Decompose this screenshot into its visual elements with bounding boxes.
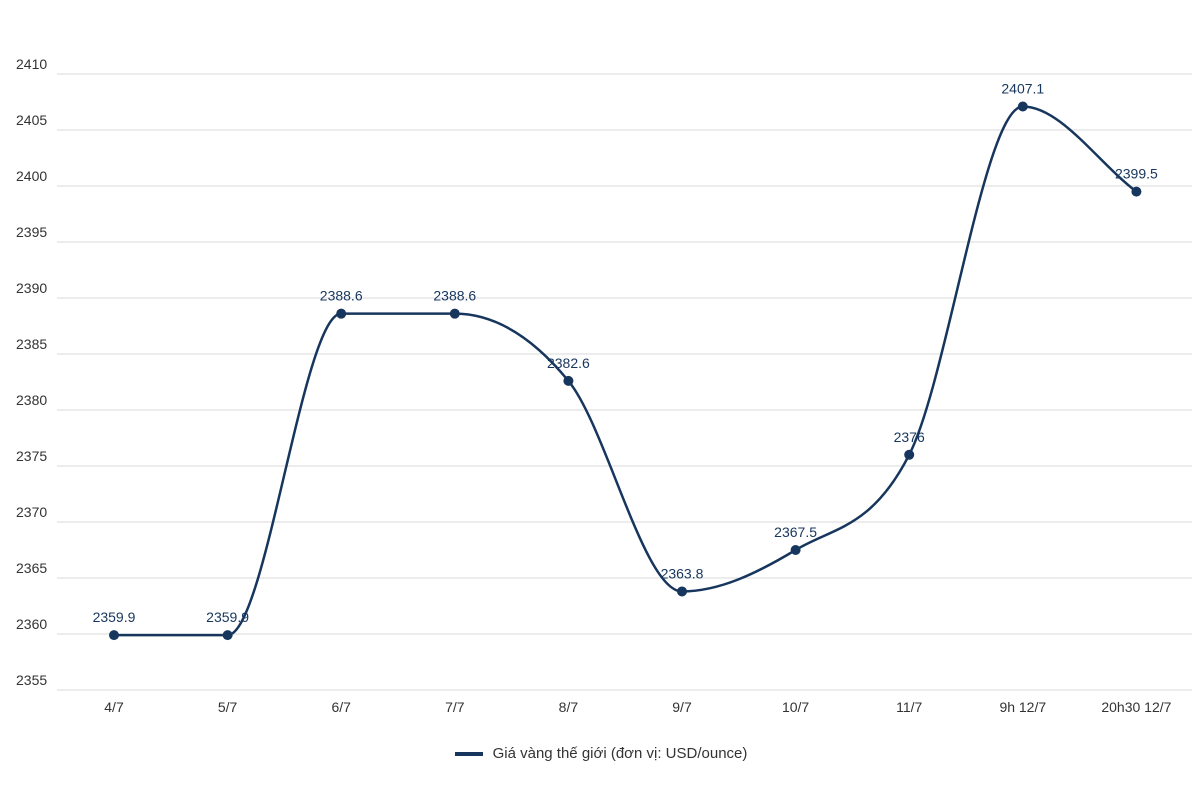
- series-line: [112, 105, 1138, 637]
- y-tick-label: 2365: [16, 560, 47, 576]
- x-tick-label: 4/7: [104, 699, 124, 715]
- data-points: [109, 101, 1142, 641]
- x-tick-label: 7/7: [445, 699, 465, 715]
- data-label: 2382.6: [547, 355, 590, 371]
- data-label: 2407.1: [1001, 80, 1044, 96]
- x-axis-ticks: 4/7 5/7 6/7 7/7 8/7 9/7 10/7 11/7 9h 12/7 20h30 1…: [104, 699, 1171, 715]
- x-tick-label: 9h 12/7: [999, 699, 1046, 715]
- data-labels: 2359.9 2359.9 2388.6 2388.6 2382.6 2363.8 2367…: [93, 80, 1158, 625]
- series-lines: [112, 105, 1138, 637]
- y-tick-label: 2400: [16, 168, 47, 184]
- data-label: 2359.9: [206, 609, 249, 625]
- line-chart: 2355 2360 2365 2370 2375 2380 2385 2390 2395 2400…: [16, 56, 1192, 715]
- x-tick-label: 9/7: [672, 699, 692, 715]
- data-point: [1131, 186, 1142, 197]
- x-tick-label: 10/7: [782, 699, 809, 715]
- y-axis-ticks: 2355 2360 2365 2370 2375 2380 2385 2390 2395 2400…: [16, 56, 47, 688]
- data-label: 2363.8: [661, 565, 704, 581]
- y-tick-label: 2395: [16, 224, 47, 240]
- x-tick-label: 5/7: [218, 699, 238, 715]
- legend-label: Giá vàng thế giới (đơn vị: USD/ounce): [492, 745, 748, 762]
- y-tick-label: 2410: [16, 56, 47, 72]
- data-point: [336, 308, 347, 319]
- y-tick-label: 2385: [16, 336, 47, 352]
- data-point: [904, 449, 915, 460]
- y-tick-label: 2390: [16, 280, 47, 296]
- x-tick-label: 20h30 12/7: [1101, 699, 1171, 715]
- gridlines: [57, 73, 1192, 691]
- x-tick-label: 8/7: [559, 699, 579, 715]
- data-label: 2376: [894, 429, 925, 445]
- y-tick-label: 2405: [16, 112, 47, 128]
- data-label: 2388.6: [433, 288, 476, 304]
- legend-swatch: [454, 751, 483, 756]
- data-label: 2367.5: [774, 524, 817, 540]
- data-label: 2359.9: [93, 609, 136, 625]
- x-tick-label: 6/7: [331, 699, 351, 715]
- legend: Giá vàng thế giới (đơn vị: USD/ounce): [0, 745, 1202, 762]
- data-point: [1017, 101, 1028, 112]
- data-point: [677, 586, 687, 597]
- data-point: [109, 630, 119, 641]
- data-point: [449, 308, 460, 319]
- data-point: [563, 375, 574, 386]
- y-tick-label: 2355: [16, 672, 47, 688]
- y-tick-label: 2380: [16, 392, 47, 408]
- y-tick-label: 2370: [16, 504, 47, 520]
- data-label: 2399.5: [1115, 166, 1158, 182]
- data-label: 2388.6: [320, 288, 363, 304]
- data-point: [790, 545, 801, 555]
- x-tick-label: 11/7: [896, 699, 922, 715]
- data-point: [222, 630, 233, 641]
- y-tick-label: 2375: [16, 448, 47, 464]
- y-tick-label: 2360: [16, 616, 47, 632]
